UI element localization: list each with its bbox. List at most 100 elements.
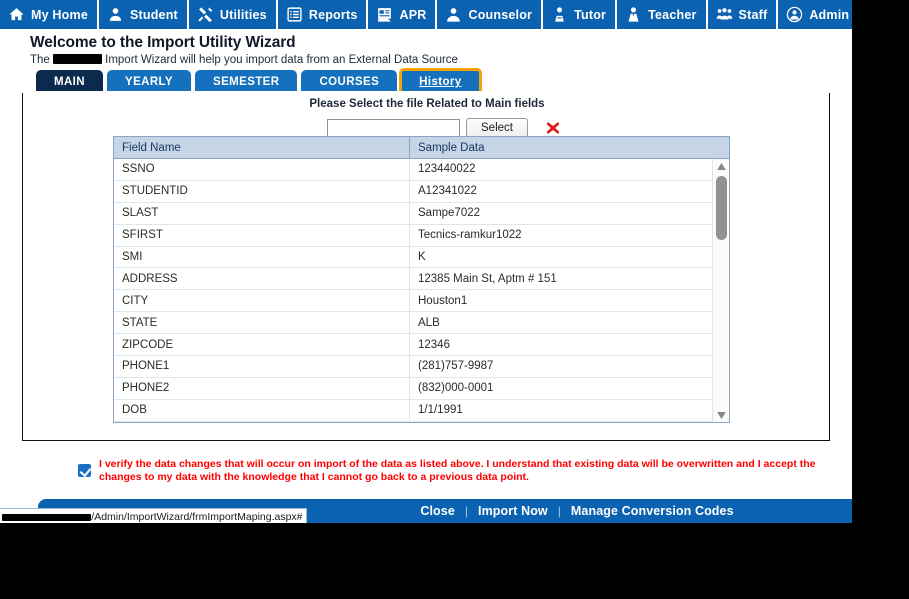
link-status-bar: ████████████ /Admin/ImportWizard/frmImpo… — [0, 508, 307, 523]
nav-item-admin[interactable]: Admin — [778, 0, 852, 29]
cell-sample-data: (832)000-0001 — [418, 382, 494, 395]
nav-label: Tutor — [574, 7, 607, 22]
table-row[interactable]: ADDRESS 12385 Main St, Aptm # 151 — [114, 268, 712, 291]
scrollbar-thumb[interactable] — [715, 176, 727, 240]
grid-column-header-sample-data[interactable]: Sample Data — [418, 141, 485, 154]
verify-consent-row: I verify the data changes that will occu… — [78, 458, 818, 483]
footer-actions: Close | Import Now | Manage Conversion C… — [410, 504, 743, 518]
nav-item-staff[interactable]: Staff — [707, 0, 779, 29]
grid-header-row: Field Name Sample Data — [114, 137, 729, 159]
triangle-up-icon[interactable] — [713, 159, 730, 173]
cell-sample-data: 1/1/1991 — [418, 404, 463, 417]
table-row[interactable]: SLAST Sampe7022 — [114, 202, 712, 225]
page-subtitle: The ██████ Import Wizard will help you i… — [30, 53, 830, 67]
top-navigation-bar: My Home Student Utilities Reports APR — [0, 0, 852, 29]
nav-label: Counselor — [468, 7, 533, 22]
tab-main[interactable]: MAIN — [36, 70, 103, 94]
footer-separator: | — [464, 504, 469, 518]
cell-field-name: DOB — [114, 399, 410, 421]
nav-label: Admin — [809, 7, 850, 22]
table-row[interactable]: CITY Houston1 — [114, 290, 712, 313]
scrollbar-track[interactable] — [713, 173, 730, 408]
wrench-screwdriver-icon — [197, 6, 214, 23]
nav-label: Staff — [738, 7, 768, 22]
nav-item-student[interactable]: Student — [98, 0, 189, 29]
table-row[interactable]: SFIRST Tecnics-ramkur1022 — [114, 224, 712, 247]
subtitle-prefix: The — [30, 54, 50, 66]
nav-item-my-home[interactable]: My Home — [0, 0, 99, 29]
panel-top-edge — [22, 91, 830, 93]
table-row[interactable]: SSNO 123440022 — [114, 159, 712, 181]
file-select-row: Select — [327, 118, 562, 138]
cell-sample-data: ALB — [418, 316, 440, 329]
verify-consent-checkbox[interactable] — [78, 464, 91, 477]
nav-label: My Home — [31, 7, 88, 22]
person-bust-icon — [107, 6, 124, 23]
table-row[interactable]: DOB 1/1/1991 — [114, 399, 712, 422]
grid-vertical-scrollbar[interactable] — [712, 159, 729, 422]
table-row[interactable]: STATE ALB — [114, 312, 712, 335]
nav-label: Teacher — [648, 7, 697, 22]
grid-body-wrapper: SSNO 123440022 STUDENTID A12341022 SLAST… — [114, 159, 729, 422]
tab-label: History — [419, 76, 462, 88]
people-group-icon — [716, 6, 733, 23]
nav-item-teacher[interactable]: Teacher — [617, 0, 708, 29]
tab-label: YEARLY — [125, 76, 173, 88]
tab-yearly[interactable]: YEARLY — [107, 70, 191, 94]
verify-consent-text: I verify the data changes that will occu… — [99, 458, 816, 483]
tab-history[interactable]: History — [399, 68, 482, 96]
person-tie-icon — [625, 6, 642, 23]
home-icon — [8, 6, 25, 23]
table-row[interactable]: SMI K — [114, 246, 712, 269]
table-row[interactable]: STUDENTID A12341022 — [114, 180, 712, 203]
table-row[interactable]: ZIPCODE 12346 — [114, 334, 712, 357]
list-document-icon — [286, 6, 303, 23]
footer-separator: | — [557, 504, 561, 518]
cell-field-name: STUDENTID — [114, 180, 410, 202]
cell-sample-data: Tecnics-ramkur1022 — [418, 229, 522, 242]
wizard-tab-strip: MAIN YEARLY SEMESTER COURSES History — [36, 68, 482, 96]
table-row[interactable]: PHONE2 (832)000-0001 — [114, 377, 712, 400]
nav-item-counselor[interactable]: Counselor — [437, 0, 544, 29]
cell-field-name: CITY — [114, 290, 410, 312]
close-button[interactable]: Close — [420, 504, 455, 518]
tab-label: MAIN — [54, 76, 85, 88]
tab-courses[interactable]: COURSES — [301, 70, 398, 94]
nav-label: Utilities — [219, 7, 267, 22]
redacted-product-name: ██████ — [53, 54, 102, 64]
page-heading: Welcome to the Import Utility Wizard The… — [30, 33, 830, 67]
cell-sample-data: 12346 — [418, 338, 450, 351]
cell-field-name: ADDRESS — [114, 268, 410, 290]
cell-sample-data: 123440022 — [418, 163, 476, 176]
field-mapping-grid: Field Name Sample Data SSNO 123440022 ST… — [113, 136, 730, 423]
red-x-icon[interactable] — [544, 119, 562, 137]
tab-semester[interactable]: SEMESTER — [195, 70, 298, 94]
person-podium-icon — [551, 6, 568, 23]
table-row[interactable]: PHONE1 (281)757-9987 — [114, 356, 712, 378]
redacted-host: ████████████ — [2, 513, 92, 521]
triangle-down-icon[interactable] — [713, 408, 730, 422]
grid-column-header-field-name[interactable]: Field Name — [114, 137, 410, 158]
cell-field-name: SMI — [114, 246, 410, 268]
nav-item-utilities[interactable]: Utilities — [188, 0, 278, 29]
cell-sample-data: (281)757-9987 — [418, 360, 494, 373]
file-select-label: Please Select the file Related to Main f… — [309, 98, 545, 110]
cell-field-name: SFIRST — [114, 224, 410, 246]
select-file-button[interactable]: Select — [466, 118, 528, 138]
nav-item-tutor[interactable]: Tutor — [543, 0, 618, 29]
cell-sample-data: 12385 Main St, Aptm # 151 — [418, 272, 557, 285]
cell-field-name: PHONE2 — [114, 377, 410, 399]
cell-sample-data: A12341022 — [418, 185, 477, 198]
import-now-button[interactable]: Import Now — [478, 504, 548, 518]
nav-item-reports[interactable]: Reports — [277, 0, 369, 29]
cell-sample-data: Houston1 — [418, 294, 468, 307]
person-icon — [445, 6, 462, 23]
file-path-input[interactable] — [327, 119, 460, 137]
tab-label: COURSES — [319, 76, 380, 88]
cell-field-name: STATE — [114, 312, 410, 334]
nav-item-apr[interactable]: APR — [368, 0, 438, 29]
page-title: Welcome to the Import Utility Wizard — [30, 34, 296, 51]
manage-conversion-codes-button[interactable]: Manage Conversion Codes — [570, 504, 734, 518]
cell-sample-data: Sampe7022 — [418, 207, 481, 220]
cell-field-name: PHONE1 — [114, 356, 410, 377]
